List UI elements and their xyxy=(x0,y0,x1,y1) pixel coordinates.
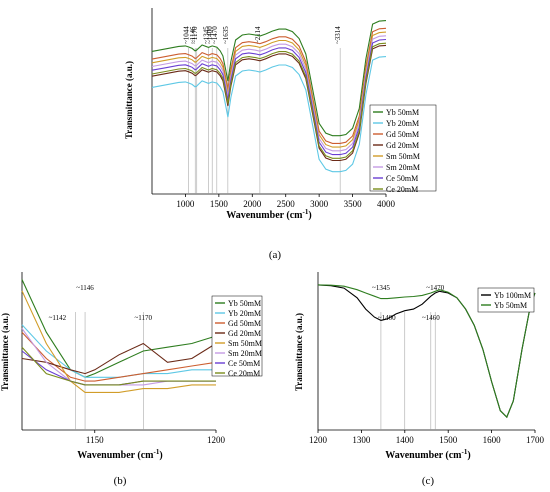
legend-label-sm-20mm: Sm 20mM xyxy=(228,349,262,358)
annotation-label: ~1470 xyxy=(426,284,444,292)
legend-label-ce-50mm: Ce 50mM xyxy=(228,359,260,368)
annotation-label: ~1400 xyxy=(206,26,214,44)
panel-label: (a) xyxy=(269,249,282,261)
series-line-gd-20mm xyxy=(151,44,387,162)
panel-label: (c) xyxy=(422,475,435,487)
x-axis-label: Wavenumber (cm-1) xyxy=(385,448,470,461)
annotation-label: ~1146 xyxy=(76,284,94,292)
legend-label-sm-50mm: Sm 50mM xyxy=(228,339,262,348)
x-tick-label: 1200 xyxy=(309,435,328,445)
panel-label: (b) xyxy=(114,475,127,487)
legend-label-yb-50mm: Yb 50mM xyxy=(386,108,419,117)
legend-label-gd-20mm: Gd 20mM xyxy=(386,141,419,150)
series-line-ce-20mm xyxy=(21,346,216,386)
panel-c: ~1345 ~1400 ~1460 ~1470 1200 1300 1400 1500 1600… xyxy=(294,272,545,487)
x-tick-label: 1200 xyxy=(207,435,226,445)
x-tick-label: 2500 xyxy=(277,199,296,209)
series-line-sm-50mm xyxy=(21,290,216,393)
panel-a: ~1044~1146~1170 ~1345~1400~1470 ~1635 ~2114… xyxy=(124,8,437,261)
x-tick-label: 4000 xyxy=(377,199,396,209)
series-line-gd-50mm xyxy=(21,331,217,382)
annotation-label: ~1460 xyxy=(422,314,440,322)
legend-box xyxy=(477,287,535,313)
x-tick-label: 2000 xyxy=(243,199,262,209)
legend-label-ce-50mm: Ce 50mM xyxy=(386,174,418,183)
annotation-label: ~1400 xyxy=(378,314,396,322)
annotation-label: ~1470 xyxy=(211,26,219,44)
series-line-gd-20mm xyxy=(21,342,217,375)
legend-label-gd-50mm: Gd 50mM xyxy=(386,130,419,139)
y-axis-label: Transmittance (a.u.) xyxy=(294,313,304,391)
y-axis-label: Transmittance (a.u.) xyxy=(0,313,10,391)
annotation-label: ~1044 xyxy=(182,26,190,44)
legend-label-sm-20mm: Sm 20mM xyxy=(386,163,420,172)
x-tick-label: 1400 xyxy=(396,435,415,445)
series-line-gd-50mm xyxy=(151,27,387,144)
series-line-sm-20mm xyxy=(151,35,387,152)
x-tick-label: 1500 xyxy=(210,199,229,209)
x-tick-label: 1150 xyxy=(86,435,104,445)
series-line-yb-20mm xyxy=(151,56,387,173)
x-tick-label: 1000 xyxy=(176,199,195,209)
x-tick-label: 1600 xyxy=(483,435,502,445)
series-line-sm-50mm xyxy=(151,31,387,148)
annotation-label: ~1345 xyxy=(202,26,210,44)
annotation-label: ~1170 xyxy=(191,26,199,44)
legend-box xyxy=(369,104,437,192)
legend-label-sm-50mm: Sm 50mM xyxy=(386,152,420,161)
annotation-label: ~1635 xyxy=(222,26,230,44)
panel-b: ~1146 ~1142 ~1170 1150 1200 Wavenumber (cm-1)… xyxy=(0,272,263,487)
series-line-yb-20mm xyxy=(21,324,216,378)
x-tick-label: 3000 xyxy=(310,199,329,209)
series-line-yb-50mm xyxy=(151,20,387,137)
annotation-label: ~1170 xyxy=(134,314,152,322)
series-line-ce-20mm xyxy=(151,42,387,159)
legend-label-yb-100mm: Yb 100mM xyxy=(494,291,531,300)
x-tick-label: 3500 xyxy=(344,199,363,209)
series-line-ce-50mm xyxy=(151,38,387,156)
legend-label-yb-50mm: Yb 50mM xyxy=(228,299,261,308)
annotation-label: ~1146 xyxy=(189,26,197,44)
annotation-label: ~1142 xyxy=(49,314,67,322)
annotation-label: ~3314 xyxy=(334,26,342,44)
legend-label-ce-20mm: Ce 20mM xyxy=(386,185,418,194)
series-line-yb-50mm xyxy=(317,284,536,419)
legend-label-yb-50mm: Yb 50mM xyxy=(494,301,527,310)
legend-label-gd-50mm: Gd 50mM xyxy=(228,319,261,328)
x-tick-label: 1700 xyxy=(526,435,545,445)
series-line-ce-50mm xyxy=(21,350,216,386)
legend-label-ce-20mm: Ce 20mM xyxy=(228,369,260,378)
legend-label-yb-20mm: Yb 20mM xyxy=(228,309,261,318)
y-axis-label: Transmittance (a.u.) xyxy=(124,61,134,139)
annotation-label: ~1345 xyxy=(372,284,390,292)
x-tick-label: 1500 xyxy=(439,435,458,445)
legend-label-gd-20mm: Gd 20mM xyxy=(228,329,261,338)
legend-label-yb-20mm: Yb 20mM xyxy=(386,119,419,128)
x-axis-label: Wavenumber (cm-1) xyxy=(226,208,311,221)
series-line-sm-20mm xyxy=(21,328,216,386)
x-tick-label: 1300 xyxy=(352,435,371,445)
x-axis-label: Wavenumber (cm-1) xyxy=(77,448,162,461)
series-line-yb-50mm xyxy=(21,279,217,378)
